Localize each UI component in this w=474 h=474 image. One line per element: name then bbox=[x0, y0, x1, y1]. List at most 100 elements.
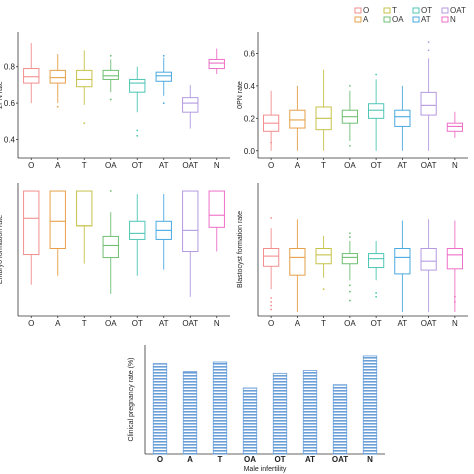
x-tick-label: A bbox=[295, 319, 301, 328]
box-iqr bbox=[341, 253, 358, 265]
box-iqr bbox=[76, 190, 93, 227]
x-tick-label: O bbox=[157, 455, 163, 464]
box-iqr bbox=[420, 91, 437, 116]
x-tick-label: OA bbox=[344, 319, 356, 328]
x-tick-label: OA bbox=[105, 161, 117, 170]
outlier-point bbox=[453, 300, 456, 303]
x-tick-label: OAT bbox=[182, 319, 198, 328]
outlier-point bbox=[162, 54, 165, 57]
box-ot bbox=[129, 194, 146, 276]
bar-ot bbox=[272, 372, 288, 455]
box-ot bbox=[368, 73, 385, 151]
outlier-point bbox=[348, 284, 351, 287]
box-iqr bbox=[129, 78, 146, 93]
box-at bbox=[155, 194, 172, 270]
box-iqr bbox=[289, 248, 306, 276]
x-axis-title: Male infertility bbox=[244, 466, 287, 473]
legend-label: OAT bbox=[450, 6, 466, 15]
outlier-point bbox=[427, 41, 430, 44]
box-iqr bbox=[182, 97, 199, 113]
x-tick-label: T bbox=[218, 455, 223, 464]
x-tick-label: OT bbox=[371, 319, 382, 328]
outlier-point bbox=[270, 297, 273, 299]
x-tick-label: AT bbox=[159, 319, 169, 328]
outlier-point bbox=[348, 299, 351, 302]
box-o bbox=[23, 190, 40, 285]
y-tick-label: 0.0 bbox=[244, 147, 256, 156]
box-ot bbox=[368, 240, 385, 298]
x-tick-label: AT bbox=[398, 161, 408, 170]
box-t bbox=[315, 235, 332, 291]
x-tick-label: T bbox=[82, 319, 87, 328]
box-oa bbox=[341, 84, 358, 147]
box-iqr bbox=[208, 58, 225, 70]
box-iqr bbox=[76, 69, 93, 88]
legend-swatch bbox=[412, 16, 420, 23]
outlier-point bbox=[348, 236, 351, 238]
box-oa bbox=[102, 190, 119, 294]
box-iqr bbox=[263, 248, 280, 267]
x-tick-label: OT bbox=[371, 161, 382, 170]
box-a bbox=[289, 85, 306, 151]
box-oat bbox=[420, 219, 437, 312]
legend-swatch bbox=[441, 16, 449, 23]
outlier-point bbox=[453, 295, 456, 298]
box-t bbox=[76, 50, 93, 124]
box-n bbox=[446, 111, 463, 138]
legend-swatch bbox=[354, 16, 362, 23]
outlier-point bbox=[136, 134, 139, 137]
outlier-point bbox=[375, 73, 378, 76]
box-a bbox=[49, 190, 66, 276]
box-at bbox=[394, 220, 411, 312]
y-tick-label: 0.8 bbox=[4, 63, 16, 72]
box-iqr bbox=[368, 253, 385, 269]
y-tick-label: 0.6 bbox=[244, 49, 256, 58]
box-iqr bbox=[394, 248, 411, 275]
outlier-point bbox=[109, 190, 112, 192]
box-iqr bbox=[155, 71, 172, 82]
box-iqr bbox=[420, 248, 437, 271]
box-iqr bbox=[446, 248, 463, 270]
x-tick-label: OAT bbox=[421, 319, 437, 328]
box-iqr bbox=[102, 235, 119, 259]
legend-swatch bbox=[383, 7, 391, 14]
x-tick-label: O bbox=[28, 161, 34, 170]
x-tick-label: T bbox=[321, 319, 326, 328]
x-tick-label: A bbox=[295, 161, 301, 170]
outlier-point bbox=[348, 290, 351, 293]
box-n bbox=[446, 220, 463, 312]
box-a bbox=[289, 219, 306, 312]
x-tick-label: T bbox=[321, 161, 326, 170]
box-iqr bbox=[49, 190, 66, 250]
bar-a bbox=[182, 371, 198, 455]
x-tick-label: OT bbox=[132, 161, 143, 170]
outlier-point bbox=[375, 295, 378, 298]
outlier-point bbox=[270, 217, 273, 219]
box-n bbox=[208, 48, 225, 74]
x-tick-label: N bbox=[214, 319, 220, 328]
x-tick-label: A bbox=[55, 319, 61, 328]
x-tick-label: OAT bbox=[182, 161, 198, 170]
outlier-point bbox=[162, 102, 165, 104]
box-o bbox=[23, 43, 40, 104]
outlier-point bbox=[83, 122, 86, 124]
outlier-point bbox=[109, 54, 112, 57]
legend-swatch bbox=[441, 7, 449, 14]
y-tick-label: 0.4 bbox=[244, 82, 256, 91]
bar-at bbox=[302, 370, 318, 455]
x-tick-label: O bbox=[268, 319, 274, 328]
box-iqr bbox=[289, 109, 306, 129]
box-iqr bbox=[446, 122, 463, 132]
x-tick-label: OA bbox=[105, 319, 117, 328]
legend-label: OA bbox=[392, 15, 404, 24]
bar-oat bbox=[332, 384, 348, 455]
y-tick-label: 0.2 bbox=[244, 114, 256, 123]
box-iqr bbox=[129, 220, 146, 240]
legend-swatch bbox=[354, 7, 362, 14]
box-t bbox=[315, 69, 332, 151]
